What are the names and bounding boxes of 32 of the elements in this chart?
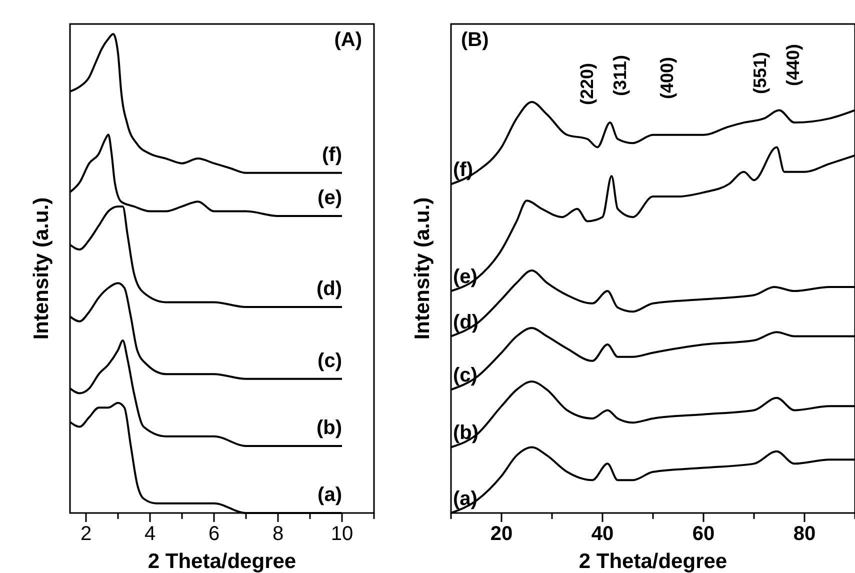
x-tick-label: 6 [208, 523, 220, 545]
x-axis-title: 2 Theta/degree [578, 550, 728, 573]
x-tick-label: 8 [272, 523, 284, 545]
x-axis-title: 2 Theta/degree [148, 550, 296, 573]
text: (440) [783, 44, 803, 86]
text: (311) [610, 54, 630, 96]
x-tick-label: 2 [80, 523, 92, 545]
annotation: (220) [577, 62, 597, 105]
series-label: (b) [453, 422, 479, 444]
x-tick-label: 40 [591, 523, 614, 545]
series-label: (f) [322, 144, 342, 166]
series-label: (c) [318, 350, 342, 372]
y-axis-title: Intensity (a.u.) [411, 197, 434, 340]
series-label: (c) [453, 364, 478, 387]
series-label: (e) [318, 187, 342, 210]
series-label: (d) [316, 278, 342, 300]
text: (400) [657, 56, 677, 99]
x-tick-label: 4 [144, 523, 156, 545]
x-tick-label: 80 [793, 523, 816, 545]
x-tick-label: 60 [692, 523, 715, 545]
series-label: (d) [453, 311, 479, 334]
series-label: (f) [453, 159, 473, 182]
series-label: (b) [316, 416, 342, 439]
series-label: (a) [318, 484, 342, 506]
annotation: (A) [334, 29, 362, 51]
y-axis-title: Intensity (a.u.) [30, 197, 53, 340]
text: (B) [461, 29, 489, 51]
text: (551) [750, 52, 770, 94]
series-label: (e) [453, 266, 478, 288]
x-tick-label: 20 [490, 523, 513, 545]
x-tick-label: 10 [330, 523, 354, 545]
series-label: (a) [453, 488, 478, 510]
